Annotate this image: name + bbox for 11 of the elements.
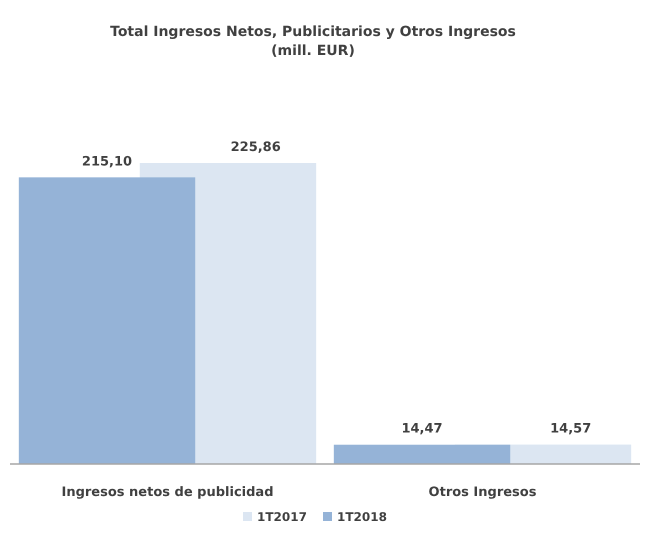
data-label: 14,47: [401, 422, 443, 437]
data-label: 14,57: [550, 422, 592, 437]
bar: [334, 444, 510, 464]
legend-label: 1T2017: [257, 510, 307, 524]
bar: [18, 177, 196, 464]
x-tick-label: Ingresos netos de publicidad: [61, 485, 274, 500]
chart-title: Total Ingresos Netos, Publicitarios y Otros Ingresos (mill. EUR): [110, 24, 516, 59]
x-tick-label: Otros Ingresos: [428, 485, 537, 500]
data-label: 215,10: [82, 154, 132, 170]
data-label: 225,86: [230, 140, 281, 155]
legend-label: 1T2018: [337, 510, 387, 524]
